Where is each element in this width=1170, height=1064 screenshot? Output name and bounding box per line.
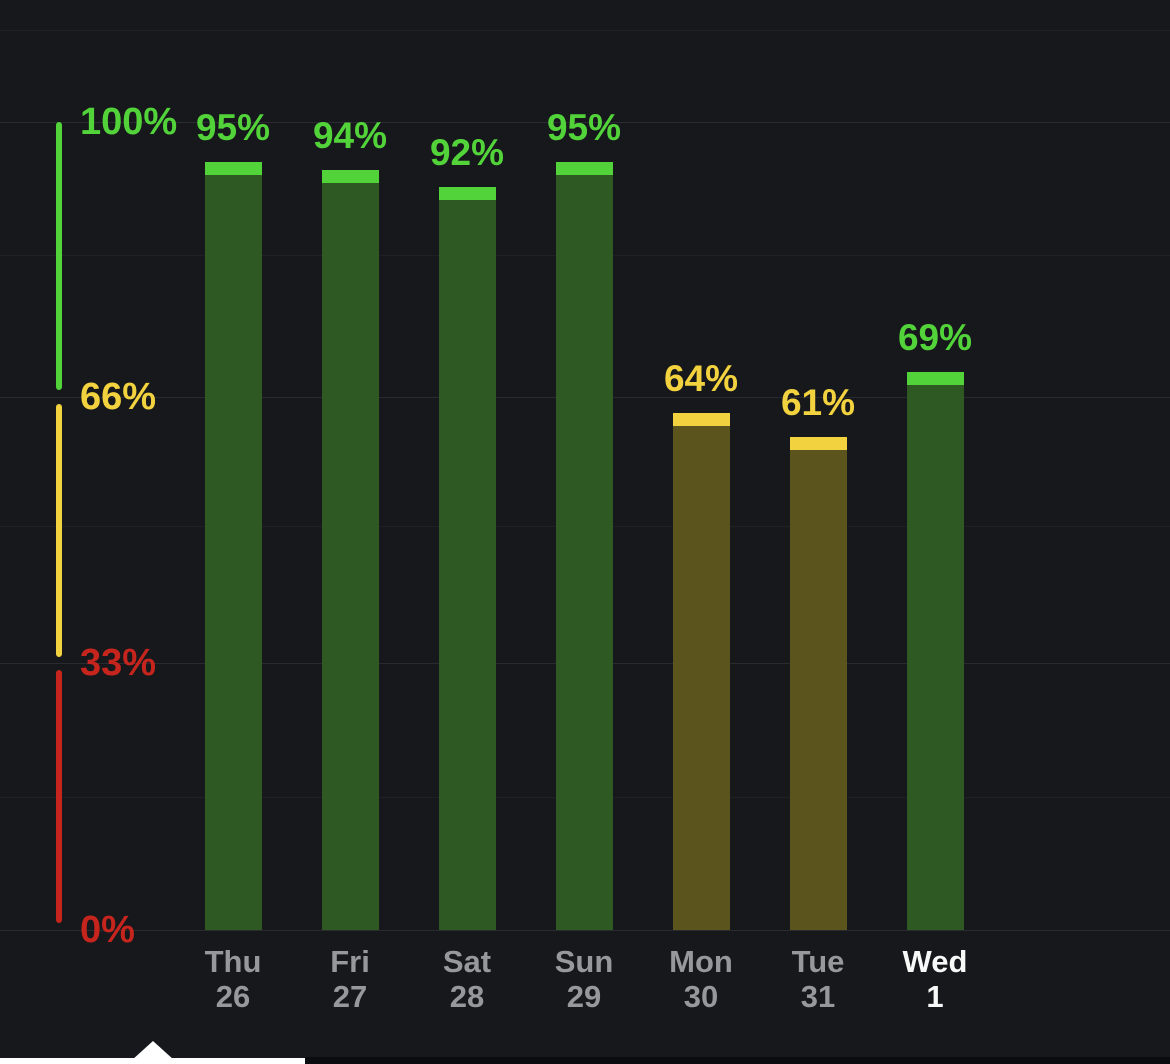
bar[interactable]: [790, 437, 847, 930]
day-label-thu[interactable]: Thu 26: [173, 944, 293, 1014]
bar-cap: [790, 437, 847, 450]
bar[interactable]: [322, 170, 379, 930]
day-name: Sun: [554, 944, 614, 979]
day-date: 1: [926, 979, 944, 1014]
day-name: Thu: [204, 944, 262, 979]
axis-tick-label: 33%: [80, 642, 157, 684]
day-date: 26: [215, 979, 251, 1014]
bar[interactable]: [556, 162, 613, 930]
bar-value-label: 69%: [897, 317, 973, 358]
bar-value-label: 94%: [312, 115, 388, 156]
axis-tick-label: 0%: [80, 909, 135, 951]
gridline: [0, 30, 1170, 31]
bar-cap: [322, 170, 379, 183]
day-name: Tue: [791, 944, 845, 979]
bar-cap: [673, 413, 730, 426]
bar[interactable]: [439, 187, 496, 930]
day-name: Wed: [902, 944, 968, 979]
bar-cap: [907, 372, 964, 385]
bar[interactable]: [205, 162, 262, 930]
bottom-panel-divider: [305, 1057, 1170, 1064]
axis-zone-green: [56, 122, 62, 390]
day-label-sat[interactable]: Sat 28: [407, 944, 527, 1014]
bar[interactable]: [673, 413, 730, 930]
panel-pointer-arrow-icon: [132, 1041, 174, 1060]
bar[interactable]: [907, 372, 964, 930]
day-date: 30: [683, 979, 719, 1014]
day-label-mon[interactable]: Mon 30: [641, 944, 761, 1014]
axis-zone-red: [56, 670, 62, 923]
day-name: Sat: [442, 944, 492, 979]
axis-tick-label: 100%: [80, 101, 178, 143]
gridline: [0, 122, 1170, 123]
bar-cap: [439, 187, 496, 200]
bottom-panel-top-edge: [0, 1058, 305, 1064]
bar-value-label: 95%: [546, 107, 622, 148]
day-label-wed[interactable]: Wed 1: [875, 944, 995, 1014]
axis-tick-label: 66%: [80, 376, 157, 418]
bar-cap: [205, 162, 262, 175]
bar-cap: [556, 162, 613, 175]
day-date: 31: [800, 979, 836, 1014]
day-label-tue[interactable]: Tue 31: [758, 944, 878, 1014]
day-date: 28: [449, 979, 485, 1014]
day-date: 27: [332, 979, 368, 1014]
bar-value-label: 95%: [195, 107, 271, 148]
day-name: Fri: [330, 944, 370, 979]
bar-value-label: 61%: [780, 382, 856, 423]
day-date: 29: [566, 979, 602, 1014]
day-name: Mon: [669, 944, 733, 979]
day-label-sun[interactable]: Sun 29: [524, 944, 644, 1014]
bar-value-label: 64%: [663, 358, 739, 399]
day-label-fri[interactable]: Fri 27: [290, 944, 410, 1014]
axis-zone-yellow: [56, 404, 62, 657]
gridline: [0, 930, 1170, 931]
bar-value-label: 92%: [429, 132, 505, 173]
